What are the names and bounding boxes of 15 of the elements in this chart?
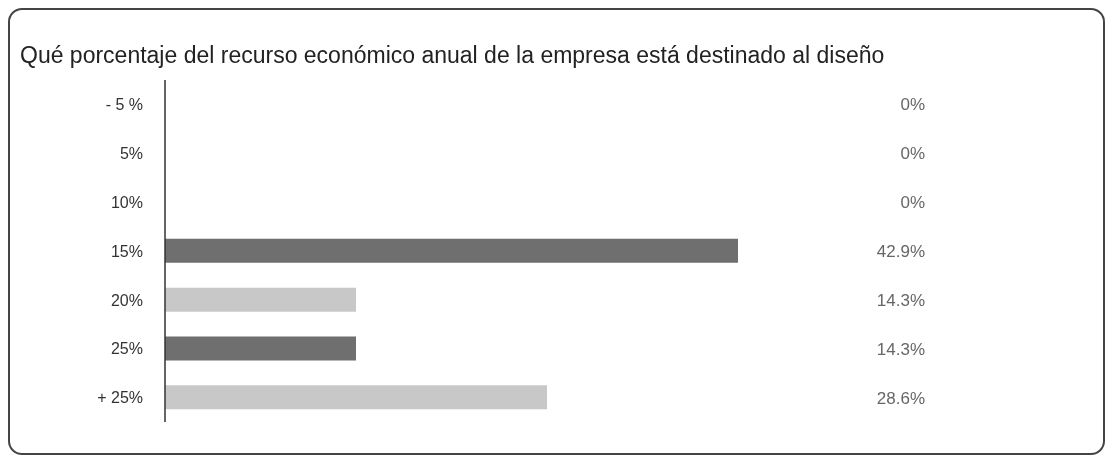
data-label: 14.3% xyxy=(876,339,925,359)
y-tick-label: + 25% xyxy=(97,389,143,407)
data-label: 28.6% xyxy=(876,388,925,408)
data-label: 0% xyxy=(900,144,925,164)
data-label: 0% xyxy=(900,95,925,115)
data-label: 42.9% xyxy=(876,241,925,261)
data-label: 0% xyxy=(900,193,925,213)
y-tick-label: 20% xyxy=(110,291,143,309)
data-label: 14.3% xyxy=(876,290,925,310)
y-tick-label: 25% xyxy=(110,340,143,358)
y-tick-label: 10% xyxy=(110,193,143,211)
y-tick-label: 5% xyxy=(119,144,143,162)
y-tick-label: 15% xyxy=(110,242,143,260)
chart-title: Qué porcentaje del recurso económico anual de la empresa está destinado al diseño xyxy=(19,41,886,70)
y-tick-label: - 5 % xyxy=(105,96,143,114)
